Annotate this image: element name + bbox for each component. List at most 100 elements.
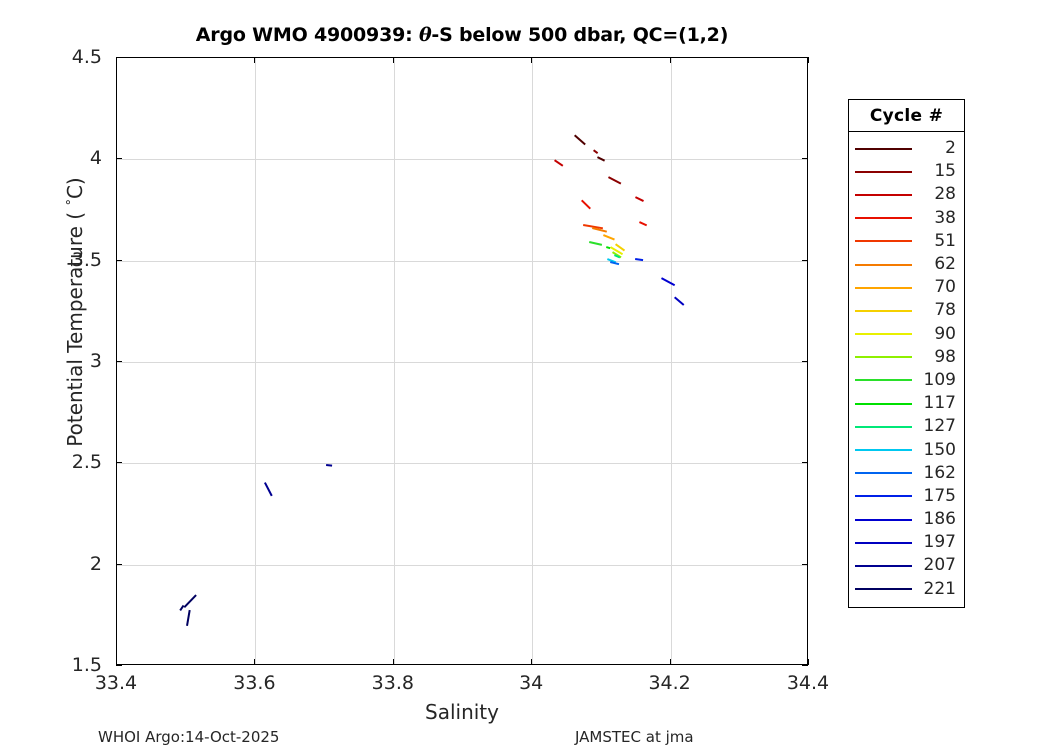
legend-item-label: 62	[934, 254, 956, 275]
page-title: Argo WMO 4900939: θ-S below 500 dbar, QC…	[116, 24, 808, 46]
y-axis-tick	[116, 665, 122, 666]
legend-color-swatch	[855, 286, 912, 289]
legend-item-cycle-70[interactable]: 70	[849, 276, 964, 299]
title-prefix: Argo WMO 4900939:	[195, 24, 419, 46]
x-axis-tick-label: 33.8	[371, 672, 414, 694]
x-axis-tick	[669, 57, 671, 63]
y-axis-tick	[116, 361, 122, 362]
y-axis-tick	[802, 57, 808, 58]
legend-item-cycle-90[interactable]: 90	[849, 323, 964, 346]
legend-color-swatch	[855, 333, 912, 336]
legend-item-cycle-127[interactable]: 127	[849, 415, 964, 438]
legend-color-swatch	[855, 147, 912, 150]
y-axis-tick-label: 2	[89, 552, 102, 575]
y-axis-tick	[116, 158, 122, 160]
legend-item-cycle-62[interactable]: 62	[849, 253, 964, 276]
legend-color-swatch	[855, 518, 912, 521]
legend-item-label: 197	[923, 532, 956, 553]
legend-item-label: 175	[923, 485, 956, 506]
data-segment-cycle-28	[634, 195, 644, 202]
x-axis-tick	[808, 659, 809, 665]
legend-item-label: 70	[934, 277, 956, 298]
legend-item-label: 2	[945, 138, 956, 159]
y-axis-tick	[802, 665, 808, 666]
degree-icon: °	[65, 199, 80, 206]
x-axis-tick-label: 34.4	[786, 672, 830, 694]
legend-item-cycle-28[interactable]: 28	[849, 183, 964, 206]
legend-item-cycle-38[interactable]: 38	[849, 207, 964, 230]
data-segment-cycle-186	[660, 277, 676, 286]
x-axis-tick	[392, 57, 394, 63]
x-axis-tick-label: 33.4	[94, 672, 138, 694]
gridline-vertical	[393, 58, 395, 664]
legend[interactable]: Cycle # 2 15 28 38 51 62 70 78 90 98 109 117 127 150 1…	[848, 99, 965, 608]
y-axis-title-prefix: Potential Temperature (	[63, 205, 87, 447]
y-axis-tick	[116, 57, 122, 58]
x-axis-tick	[392, 659, 394, 665]
y-axis-tick-label: 3.5	[71, 248, 102, 271]
title-suffix: -S below 500 dbar, QC=(1,2)	[431, 24, 729, 46]
legend-color-swatch	[855, 425, 912, 428]
legend-item-cycle-2[interactable]: 2	[849, 137, 964, 160]
data-segment-cycle-117	[605, 245, 611, 250]
legend-color-swatch	[855, 564, 912, 567]
legend-color-swatch	[855, 588, 912, 591]
y-axis-tick	[116, 563, 122, 565]
legend-item-cycle-51[interactable]: 51	[849, 230, 964, 253]
footer-right-credit: JAMSTEC at jma	[575, 728, 694, 746]
x-axis-tick-label: 34	[519, 672, 544, 694]
data-segment-cycle-109	[588, 241, 602, 246]
x-axis-tick	[254, 659, 256, 665]
y-axis-tick-label: 4	[89, 147, 102, 170]
y-axis-tick	[802, 259, 808, 261]
legend-item-label: 150	[923, 439, 956, 460]
legend-item-cycle-162[interactable]: 162	[849, 462, 964, 485]
legend-item-cycle-221[interactable]: 221	[849, 578, 964, 601]
data-segment-cycle-207	[263, 482, 273, 497]
gridline-vertical	[532, 58, 534, 664]
data-segment-cycle-2	[573, 134, 586, 146]
x-axis-tick	[254, 57, 256, 63]
title-theta-symbol: θ	[418, 24, 432, 46]
data-segment-cycle-221	[179, 605, 185, 612]
legend-color-swatch	[855, 309, 912, 312]
gridline-horizontal	[117, 159, 807, 161]
y-axis-tick	[116, 462, 122, 464]
legend-color-swatch	[855, 170, 912, 173]
y-axis-tick	[802, 563, 808, 565]
data-segment-cycle-28	[553, 159, 564, 167]
legend-item-label: 51	[934, 230, 956, 251]
footer-left-credit: WHOI Argo:14-Oct-2025	[98, 728, 280, 746]
x-axis-tick	[116, 659, 117, 665]
data-segment-cycle-207	[325, 464, 332, 467]
plot-area[interactable]	[116, 57, 808, 665]
legend-item-cycle-117[interactable]: 117	[849, 392, 964, 415]
legend-color-swatch	[855, 495, 912, 498]
legend-item-cycle-186[interactable]: 186	[849, 508, 964, 531]
x-axis-tick	[669, 659, 671, 665]
data-segment-cycle-38	[580, 199, 591, 209]
legend-item-cycle-98[interactable]: 98	[849, 346, 964, 369]
data-segment-cycle-70	[602, 233, 615, 241]
legend-item-label: 28	[934, 184, 956, 205]
x-axis-tick-label: 34.2	[648, 672, 691, 694]
legend-item-label: 109	[923, 369, 956, 390]
legend-item-cycle-207[interactable]: 207	[849, 554, 964, 577]
legend-item-label: 15	[934, 161, 956, 182]
legend-item-cycle-109[interactable]: 109	[849, 369, 964, 392]
legend-item-cycle-78[interactable]: 78	[849, 299, 964, 322]
legend-item-label: 186	[923, 509, 956, 530]
y-axis-tick-label: 4.5	[71, 46, 102, 68]
gridline-horizontal	[117, 463, 807, 465]
y-axis-tick	[802, 462, 808, 464]
data-segment-cycle-221	[183, 594, 197, 609]
legend-item-cycle-175[interactable]: 175	[849, 485, 964, 508]
legend-item-label: 207	[923, 555, 956, 576]
legend-item-label: 38	[934, 207, 956, 228]
legend-item-cycle-15[interactable]: 15	[849, 160, 964, 183]
legend-color-swatch	[855, 217, 912, 220]
legend-title: Cycle #	[849, 100, 964, 132]
legend-item-label: 90	[934, 323, 956, 344]
legend-item-cycle-150[interactable]: 150	[849, 438, 964, 461]
legend-item-cycle-197[interactable]: 197	[849, 531, 964, 554]
